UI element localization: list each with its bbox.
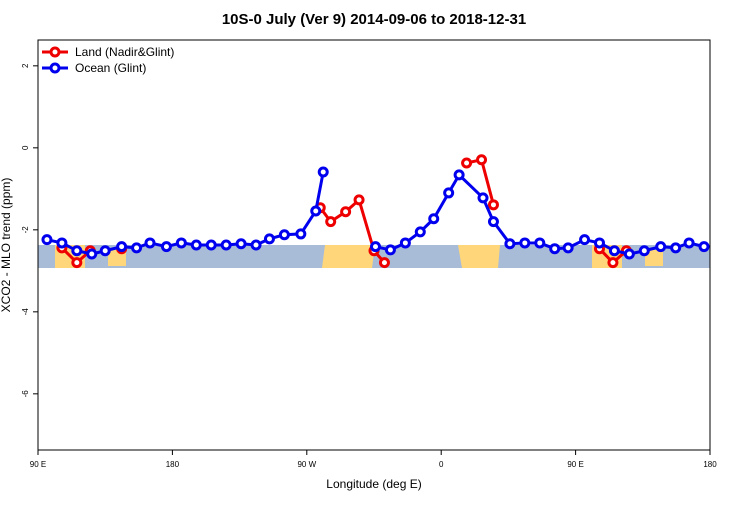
plot-frame [37,39,711,451]
point [144,237,156,249]
point [487,216,499,228]
point [131,242,143,254]
point [160,241,172,253]
x-tick-label: 90 E [567,460,583,469]
point [623,248,635,260]
point [369,241,381,253]
legend-marker [49,46,61,58]
legend-marker [49,62,61,74]
point [414,226,426,238]
point [295,228,307,240]
point [683,237,695,249]
x-tick-label: 90 E [30,460,46,469]
x-axis-label: Longitude (deg E) [326,477,421,491]
point [378,257,390,269]
point [534,237,546,249]
point [99,245,111,257]
x-tick-label: 180 [166,460,180,469]
point [310,205,322,217]
point [175,237,187,249]
point [71,245,83,257]
point [607,257,619,269]
point [317,166,329,178]
point [476,154,488,166]
y-tick-label: 0 [21,145,30,150]
point [487,199,499,211]
point [461,157,473,169]
y-tick-label: 2 [21,63,30,68]
point [549,243,561,255]
point [353,194,365,206]
x-tick-label: 90 W [297,460,316,469]
point [453,169,465,181]
point [235,238,247,250]
y-tick-label: -2 [21,226,30,234]
point [399,237,411,249]
point [579,234,591,246]
point [562,242,574,254]
y-axis-label: XCO2 - MLO trend (ppm) [0,178,13,313]
point [519,237,531,249]
point [278,229,290,241]
point [638,245,650,257]
point [263,233,275,245]
point [443,187,455,199]
point [655,241,667,253]
point [428,213,440,225]
point [56,237,68,249]
map-strip [38,245,710,268]
point [220,239,232,251]
legend-label: Ocean (Glint) [75,61,146,75]
point [205,239,217,251]
point [86,248,98,260]
legend-label: Land (Nadir&Glint) [75,45,174,59]
point [71,257,83,269]
point [340,206,352,218]
y-tick-label: -6 [21,390,30,398]
x-tick-label: 0 [439,460,444,469]
point [504,238,516,250]
point [116,241,128,253]
point [698,241,710,253]
point [670,242,682,254]
y-tick-label: -4 [21,308,30,316]
x-tick-label: 180 [703,460,717,469]
point [593,237,605,249]
point [608,245,620,257]
point [325,216,337,228]
point [41,234,53,246]
point [190,239,202,251]
chart-title: 10S-0 July (Ver 9) 2014-09-06 to 2018-12… [222,11,526,28]
point [250,239,262,251]
point [477,192,489,204]
point [384,244,396,256]
